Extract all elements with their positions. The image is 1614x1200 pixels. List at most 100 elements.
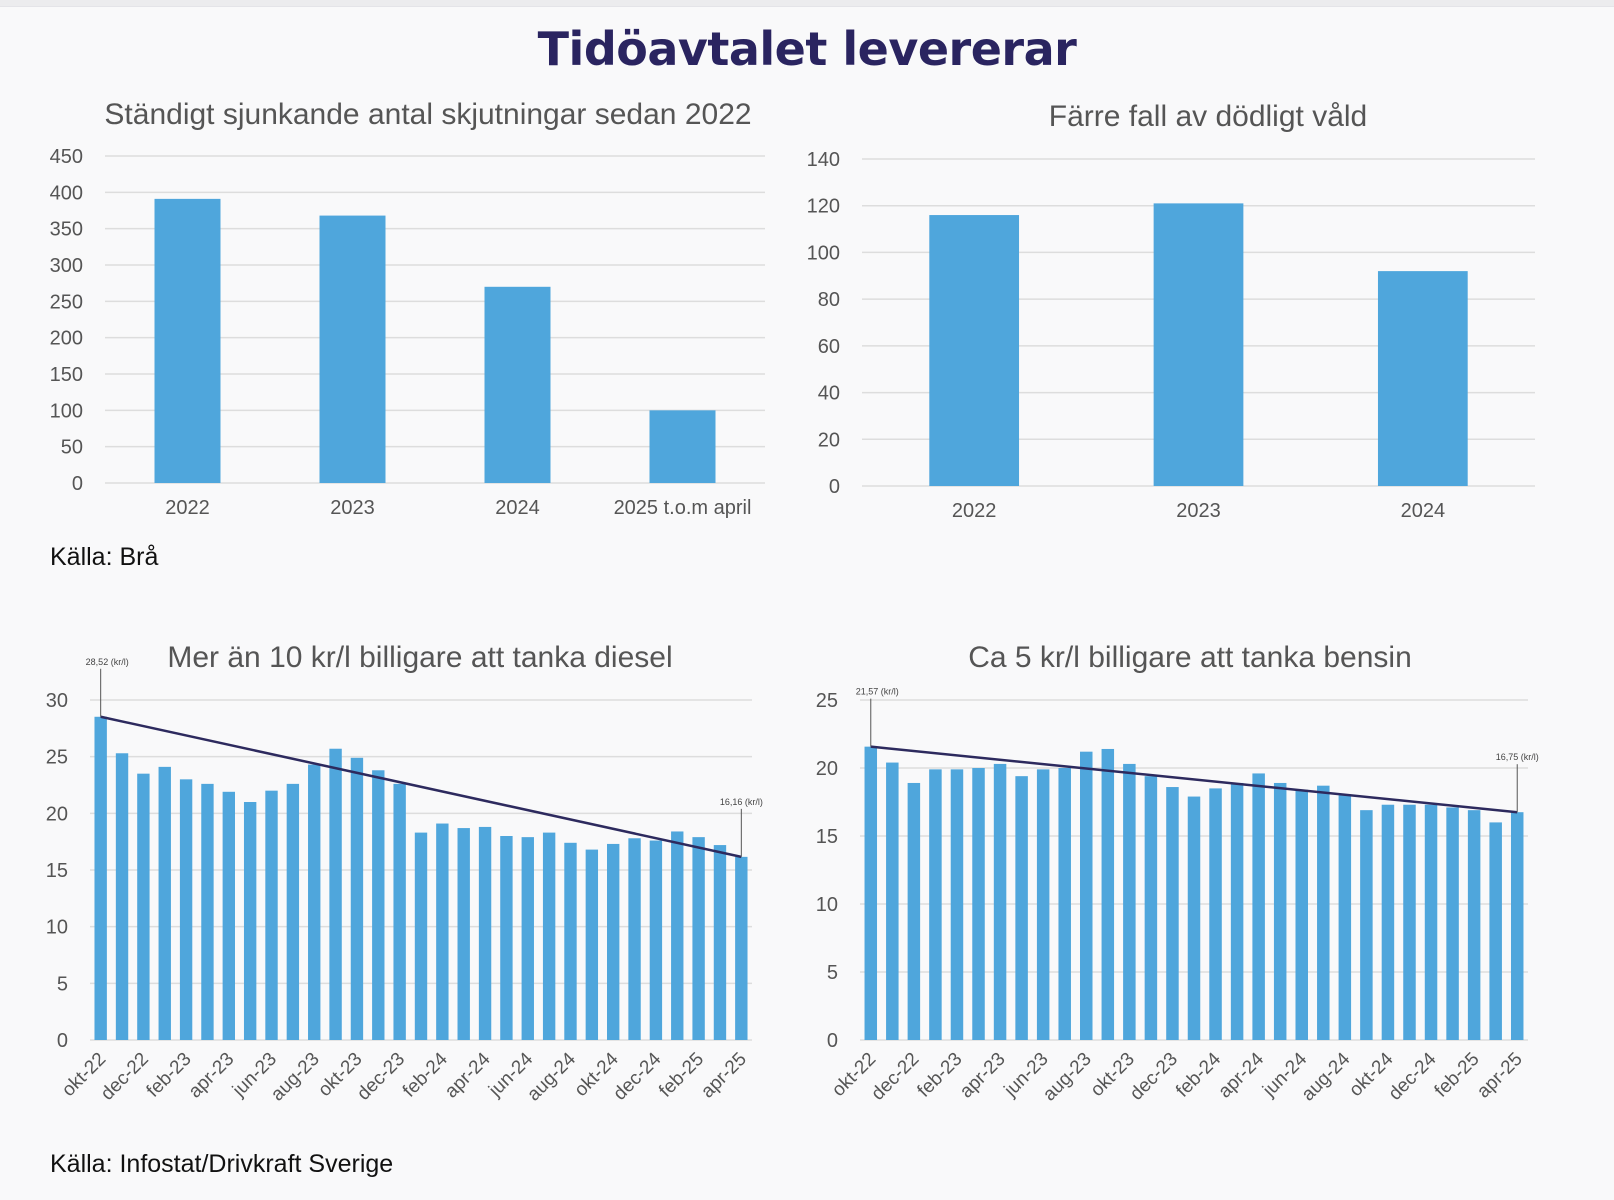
bar	[1123, 763, 1136, 1040]
bar	[1338, 795, 1352, 1040]
bar	[265, 790, 278, 1040]
bar	[154, 198, 221, 483]
source-label-infostat: Källa: Infostat/Drivkraft Sverige	[50, 1150, 394, 1178]
bar	[414, 832, 428, 1040]
bar	[1101, 748, 1115, 1040]
bar	[94, 716, 107, 1040]
bar	[1381, 804, 1395, 1040]
bar	[1377, 271, 1468, 486]
bar	[436, 823, 449, 1040]
x-tick-label: apr-25	[1473, 1049, 1527, 1103]
annotation-label: 21,57 (kr/l)	[856, 687, 899, 697]
x-tick-label: aug-24	[523, 1048, 580, 1105]
y-tick-label: 20	[818, 429, 840, 451]
bar	[1424, 804, 1438, 1040]
bar	[607, 843, 620, 1040]
y-tick-label: 150	[50, 364, 83, 386]
bar	[1166, 787, 1179, 1040]
bar	[372, 770, 385, 1040]
x-tick-label: aug-23	[1039, 1049, 1096, 1106]
bar	[1467, 810, 1481, 1040]
x-tick-label: dec-22	[97, 1049, 153, 1105]
y-tick-label: 140	[807, 149, 840, 171]
y-tick-label: 40	[818, 383, 840, 405]
bar	[1360, 810, 1373, 1040]
bar	[1080, 751, 1093, 1040]
trend-line	[100, 715, 742, 859]
y-tick-label: 5	[827, 962, 838, 984]
chart-diesel: Mer än 10 kr/l billigare att tanka diese…	[46, 641, 763, 1106]
x-tick-label: feb-25	[655, 1049, 708, 1102]
annotation-label: 28,52 (kr/l)	[86, 657, 129, 667]
bar	[201, 783, 214, 1040]
x-tick-label: aug-24	[1298, 1048, 1355, 1105]
bar	[735, 856, 748, 1040]
bar	[329, 748, 342, 1040]
y-tick-label: 100	[50, 400, 83, 422]
bar	[222, 791, 235, 1040]
y-tick-label: 400	[50, 182, 83, 204]
bar	[393, 783, 406, 1040]
x-tick-label: 2023	[1176, 500, 1221, 522]
bar	[1446, 807, 1459, 1040]
bar	[628, 838, 641, 1040]
bar	[1036, 769, 1050, 1040]
bar	[137, 773, 150, 1040]
x-tick-label: apr-23	[185, 1049, 239, 1103]
bar	[484, 286, 551, 483]
bar	[1510, 812, 1524, 1040]
chart-shootings: Ständigt sjunkande antal skjutningar sed…	[50, 98, 765, 519]
y-tick-label: 450	[50, 146, 83, 168]
bar	[1187, 796, 1201, 1040]
y-tick-label: 10	[816, 894, 838, 916]
bar	[864, 746, 878, 1040]
bar	[1252, 773, 1265, 1040]
bar	[929, 769, 942, 1040]
y-tick-label: 0	[57, 1030, 68, 1052]
bar	[671, 831, 684, 1040]
bar	[1144, 776, 1158, 1040]
y-tick-label: 15	[46, 860, 68, 882]
bar	[115, 753, 129, 1040]
y-tick-label: 60	[818, 336, 840, 358]
bar	[286, 783, 300, 1040]
x-tick-label: feb-25	[1431, 1049, 1484, 1102]
y-tick-label: 0	[827, 1030, 838, 1052]
bar	[993, 763, 1007, 1040]
y-tick-label: 20	[46, 803, 68, 825]
bar	[457, 828, 470, 1040]
x-tick-label: dec-24	[1385, 1048, 1441, 1104]
x-tick-label: apr-25	[697, 1049, 751, 1103]
chart-lethal-violence: Färre fall av dödligt våld 0 20 40 60 80 100 12…	[807, 100, 1535, 522]
x-tick-label: feb-23	[143, 1049, 196, 1102]
x-tick-label: feb-24	[399, 1048, 452, 1101]
bar	[243, 802, 257, 1040]
chart-title: Färre fall av dödligt våld	[1049, 100, 1368, 133]
y-tick-label: 20	[816, 758, 838, 780]
y-tick-label: 120	[807, 196, 840, 218]
x-tick-label: 2022	[165, 497, 210, 519]
bar	[1403, 804, 1416, 1040]
y-tick-label: 15	[816, 826, 838, 848]
bar	[319, 215, 386, 483]
y-tick-label: 200	[50, 328, 83, 350]
x-tick-label: dec-23	[353, 1049, 409, 1105]
bar	[1273, 782, 1287, 1040]
top-border	[0, 0, 1614, 7]
x-tick-label: aug-23	[267, 1049, 324, 1106]
y-tick-label: 25	[46, 747, 68, 769]
x-tick-label: 2022	[952, 500, 997, 522]
x-tick-label: 2024	[1401, 500, 1446, 522]
bar	[929, 215, 1020, 487]
annotation-label: 16,75 (kr/l)	[1496, 752, 1539, 762]
y-tick-label: 0	[72, 473, 83, 495]
x-tick-label: feb-24	[1172, 1048, 1225, 1101]
x-tick-label: dec-23	[1126, 1049, 1182, 1105]
x-tick-label: 2023	[330, 497, 375, 519]
bar	[478, 826, 492, 1040]
bar	[585, 849, 599, 1040]
bar	[972, 768, 985, 1040]
y-tick-label: 5	[57, 973, 68, 995]
y-tick-label: 250	[50, 291, 83, 313]
bar	[1209, 788, 1222, 1040]
